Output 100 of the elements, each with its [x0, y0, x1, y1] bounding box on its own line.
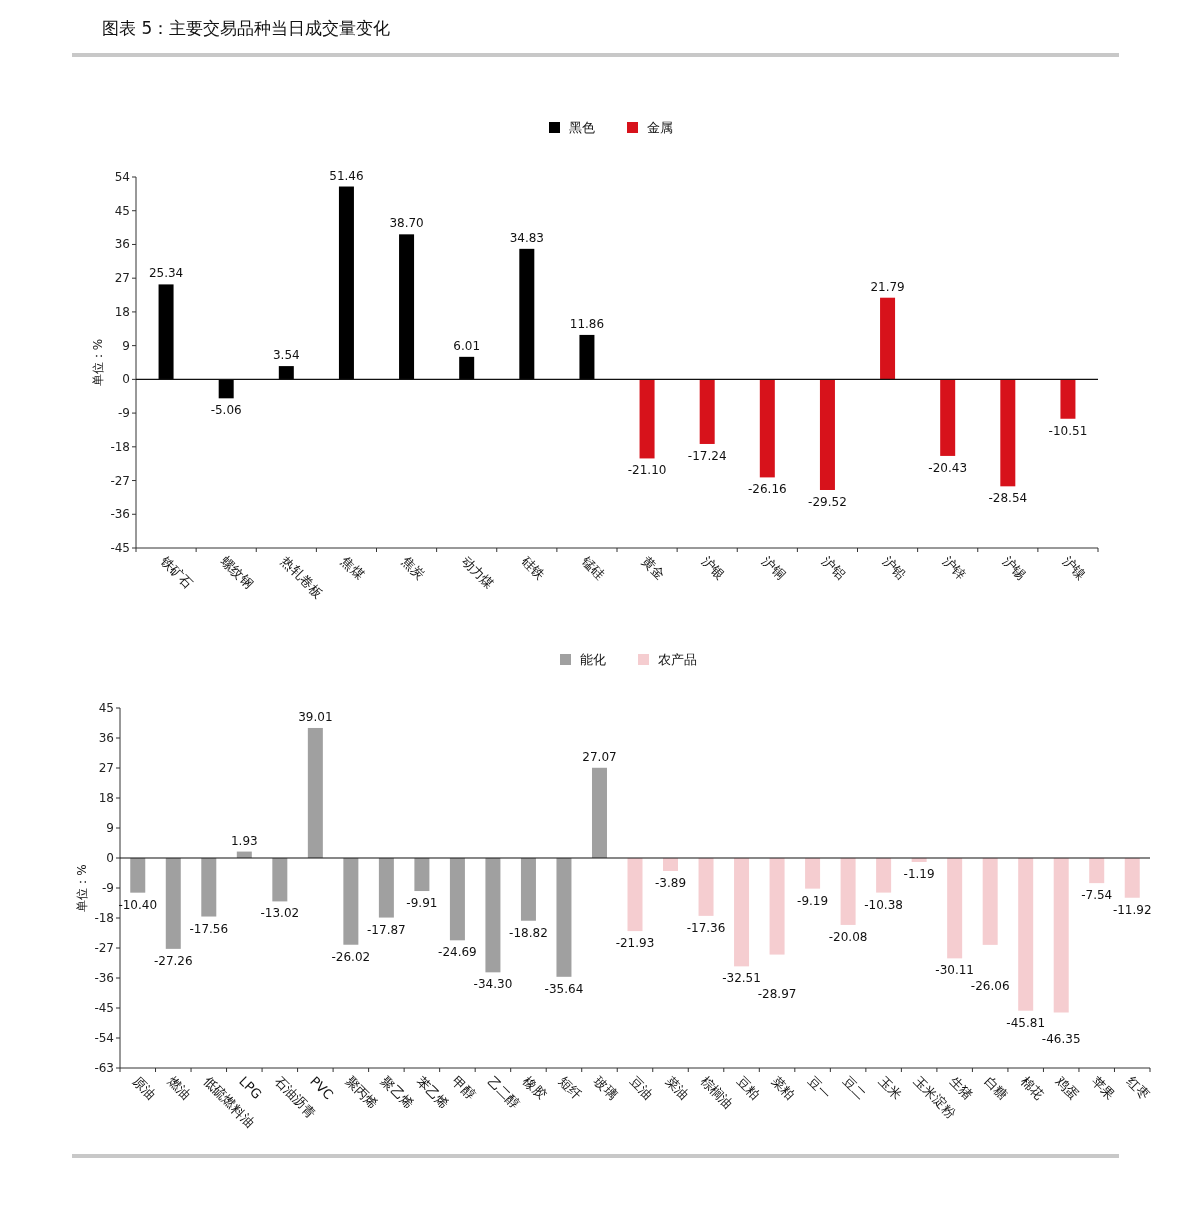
data-label: -17.87 — [367, 922, 406, 937]
x-tick-label: 沪锡 — [999, 553, 1029, 583]
x-tick-label: 焦炭 — [398, 553, 428, 583]
x-tick-label: 菜粕 — [768, 1073, 798, 1103]
bar — [947, 858, 963, 959]
data-label: -46.35 — [1041, 1031, 1081, 1046]
x-tick-label: 沪铝 — [819, 553, 849, 583]
x-tick-label: 热轧卷板 — [278, 553, 326, 601]
bar — [699, 379, 715, 444]
bar — [165, 858, 181, 949]
x-tick-label: 白糖 — [982, 1073, 1012, 1103]
y-tick-label: -9 — [102, 881, 114, 895]
bar — [591, 767, 607, 858]
bar — [556, 858, 572, 977]
y-tick-label: 0 — [122, 372, 130, 387]
bar — [1089, 858, 1105, 884]
x-tick-label: 沪铜 — [759, 553, 789, 583]
y-tick-label: -36 — [94, 971, 114, 985]
data-label: -28.54 — [988, 491, 1028, 506]
bar — [414, 858, 430, 892]
bar — [520, 858, 536, 921]
data-label: -13.02 — [260, 906, 300, 921]
data-label: 51.46 — [329, 168, 364, 183]
data-label: -32.51 — [722, 971, 761, 986]
data-label: -21.93 — [615, 936, 655, 951]
data-label: -9.19 — [797, 893, 829, 908]
x-tick-label: 菜油 — [662, 1073, 692, 1103]
data-label: -18.82 — [509, 925, 548, 940]
bar — [272, 858, 288, 902]
y-axis-title: 单位：% — [75, 864, 89, 912]
data-label: -20.43 — [928, 460, 968, 475]
y-tick-label: 27 — [98, 761, 114, 775]
x-tick-label: 螺纹钢 — [218, 553, 257, 592]
data-label: -45.81 — [1006, 1015, 1046, 1030]
bar — [218, 379, 234, 399]
legend-label: 农产品 — [658, 652, 697, 667]
y-tick-label: -45 — [110, 541, 130, 555]
data-label: -17.56 — [189, 921, 229, 936]
data-label: -1.19 — [903, 866, 935, 881]
x-tick-label: 焦煤 — [338, 553, 368, 583]
data-label: 3.54 — [272, 348, 300, 363]
legend-label: 金属 — [647, 120, 673, 135]
x-tick-label: 燃油 — [165, 1073, 195, 1103]
x-tick-label: 玻璃 — [591, 1073, 621, 1103]
bar — [663, 858, 679, 871]
x-tick-label: 豆油 — [626, 1073, 656, 1103]
bar — [307, 727, 323, 858]
bar — [1060, 379, 1076, 419]
bar — [201, 858, 217, 917]
y-tick-label: 54 — [114, 170, 130, 184]
y-tick-label: -9 — [118, 406, 130, 421]
chart-title: 图表 5：主要交易品种当日成交量变化 — [102, 18, 391, 38]
legend-label: 能化 — [580, 652, 606, 667]
data-label: 6.01 — [453, 338, 481, 353]
bar — [158, 284, 174, 380]
x-tick-label: 棉花 — [1017, 1073, 1047, 1103]
x-tick-label: 橡胶 — [520, 1073, 550, 1103]
bar — [579, 334, 595, 380]
data-label: -7.54 — [1081, 888, 1113, 903]
y-axis-title: 单位：% — [91, 338, 105, 387]
data-label: -24.69 — [438, 945, 477, 960]
y-tick-label: 9 — [106, 821, 114, 835]
data-label: -30.11 — [935, 963, 974, 978]
y-tick-label: 18 — [114, 304, 130, 319]
y-tick-label: 45 — [114, 203, 130, 218]
data-label: -10.51 — [1048, 423, 1088, 438]
data-label: -29.52 — [808, 494, 847, 509]
bar — [485, 858, 501, 973]
x-tick-label: 乙二醇 — [484, 1073, 523, 1112]
data-label: -26.06 — [970, 979, 1010, 994]
x-tick-label: 黄金 — [638, 553, 668, 583]
data-label: 39.01 — [298, 709, 333, 724]
bar — [734, 858, 750, 967]
x-tick-label: 红枣 — [1124, 1073, 1154, 1103]
bar — [1053, 858, 1069, 1013]
bar — [399, 234, 415, 380]
x-tick-label: 甲醇 — [449, 1073, 479, 1103]
y-tick-label: 0 — [106, 851, 114, 865]
x-tick-label: 锰硅 — [578, 552, 608, 583]
data-label: -28.97 — [757, 987, 797, 1002]
bar — [338, 186, 354, 380]
data-label: -17.24 — [687, 448, 727, 463]
data-label: 11.86 — [569, 316, 605, 331]
y-tick-label: -18 — [94, 911, 114, 925]
legend-label: 黑色 — [569, 120, 595, 135]
bar — [940, 379, 956, 456]
x-tick-label: 沪铅 — [879, 553, 909, 583]
data-label: -21.10 — [627, 463, 667, 478]
y-tick-label: 27 — [114, 271, 130, 286]
y-tick-label: -54 — [94, 1031, 114, 1045]
bar — [343, 858, 359, 945]
bar — [880, 297, 896, 380]
bar — [639, 379, 655, 459]
bar — [459, 356, 475, 380]
bar — [759, 379, 775, 478]
data-label: -11.92 — [1112, 902, 1152, 917]
bar — [449, 858, 465, 941]
bar — [278, 366, 294, 380]
bar — [698, 858, 714, 916]
data-label: 1.93 — [230, 833, 258, 848]
